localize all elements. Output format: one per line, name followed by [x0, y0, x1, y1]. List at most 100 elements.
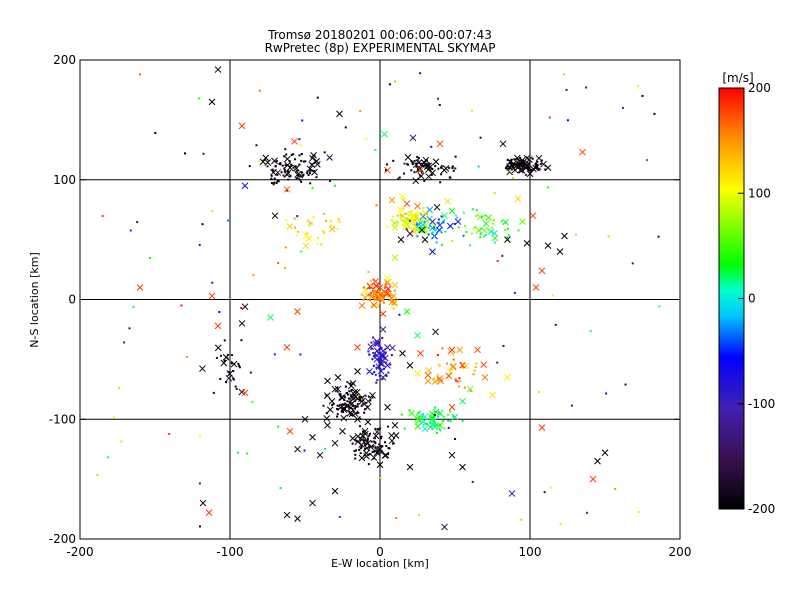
data-point-dot — [511, 177, 514, 180]
data-point-dot — [308, 224, 311, 227]
data-point-dot — [509, 162, 512, 165]
data-point-dot — [408, 219, 411, 222]
data-point-cross — [499, 140, 507, 148]
data-point-dot — [373, 440, 376, 443]
data-point-dot — [232, 377, 235, 380]
data-point-dot — [361, 403, 364, 406]
data-point-dot — [401, 218, 404, 221]
data-point-dot — [433, 377, 436, 380]
x-axis-ticks: -200 -100 0 100 200 — [66, 60, 691, 559]
data-point-cross — [359, 432, 367, 440]
data-point-dot — [290, 153, 293, 156]
data-point-dot — [437, 167, 440, 170]
data-point-dot — [496, 260, 499, 263]
data-point-dot — [416, 159, 419, 162]
data-point-dot — [392, 159, 395, 162]
data-point-dot — [405, 212, 408, 215]
data-point-dot — [300, 152, 303, 155]
data-point-cross — [376, 284, 384, 291]
data-point-dot — [350, 388, 353, 391]
data-point-cross — [373, 338, 381, 345]
data-point-dot — [410, 209, 413, 212]
data-point-dot — [378, 443, 381, 446]
data-point-dot — [426, 230, 429, 233]
data-point-cross — [481, 373, 489, 381]
data-point-cross — [523, 154, 531, 162]
data-point-cross — [339, 427, 346, 435]
y-axis-ticks: -200 -100 0 100 200 — [49, 53, 680, 546]
data-point-dot — [641, 94, 644, 97]
data-point-dot — [378, 284, 381, 287]
data-point-dot — [458, 385, 461, 388]
data-point-dot — [277, 262, 280, 265]
data-point-dot — [413, 227, 416, 230]
data-point-cross — [241, 303, 249, 311]
data-point-dot — [329, 180, 332, 183]
data-point-dot — [336, 415, 339, 418]
data-point-dot — [320, 243, 323, 246]
data-point-dot — [438, 427, 441, 430]
data-point-dot — [354, 407, 357, 410]
data-point-cross — [556, 248, 564, 255]
data-point-dot — [397, 177, 400, 180]
data-point-dot — [307, 173, 310, 176]
data-point-cross — [294, 308, 301, 315]
data-point-dot — [367, 395, 370, 398]
data-point-cross — [419, 221, 427, 229]
data-point-dot — [405, 217, 408, 220]
data-point-dot — [373, 295, 376, 298]
data-point-dot — [443, 219, 446, 222]
data-point-dot — [452, 169, 455, 172]
data-point-dot — [637, 85, 640, 88]
data-point-dot — [431, 416, 434, 419]
data-point-dot — [351, 442, 354, 445]
data-point-cross — [284, 169, 292, 177]
data-point-dot — [424, 422, 427, 425]
data-point-dot — [284, 266, 287, 269]
data-point-dot — [298, 138, 301, 141]
y-axis-label: N-S location [km] — [28, 252, 41, 348]
data-point-dot — [449, 410, 452, 413]
data-point-dot — [349, 382, 352, 385]
data-point-cross — [404, 154, 412, 161]
data-point-dot — [198, 525, 201, 528]
data-point-dot — [367, 350, 370, 353]
data-point-dot — [343, 396, 346, 399]
data-point-dot — [423, 220, 426, 223]
data-point-dot — [362, 436, 365, 439]
data-point-dot — [381, 451, 384, 454]
data-point-cross — [364, 439, 372, 447]
data-point-dot — [375, 296, 378, 299]
data-point-dot — [430, 145, 433, 148]
data-point-cross — [540, 160, 547, 168]
data-point-dot — [279, 162, 282, 165]
x-tick-label: 200 — [669, 545, 692, 559]
data-point-dot — [305, 232, 308, 235]
data-point-cross — [524, 160, 532, 168]
data-point-dot — [410, 218, 413, 221]
y-tick-label: -100 — [49, 412, 76, 426]
data-point-dot — [316, 242, 319, 245]
data-point-dot — [415, 162, 418, 165]
data-point-dot — [322, 212, 325, 215]
data-point-cross — [489, 391, 496, 399]
data-point-dot — [474, 366, 477, 369]
data-point-cross — [384, 403, 391, 411]
data-point-cross — [384, 344, 391, 351]
data-point-dot — [646, 159, 649, 162]
data-point-cross — [373, 356, 381, 363]
data-point-dot — [506, 236, 509, 239]
data-point-dot — [378, 298, 381, 301]
data-point-cross — [378, 352, 385, 360]
data-point-dot — [296, 215, 299, 218]
data-point-dot — [373, 371, 376, 374]
data-point-dot — [480, 227, 483, 230]
data-point-cross — [414, 202, 421, 210]
data-point-dot — [370, 304, 373, 307]
data-point-dot — [223, 359, 226, 362]
data-point-dot — [424, 225, 427, 228]
data-point-cross — [422, 156, 430, 164]
data-point-dot — [379, 427, 382, 430]
data-point-dot — [371, 396, 374, 399]
data-point-cross — [491, 234, 499, 242]
